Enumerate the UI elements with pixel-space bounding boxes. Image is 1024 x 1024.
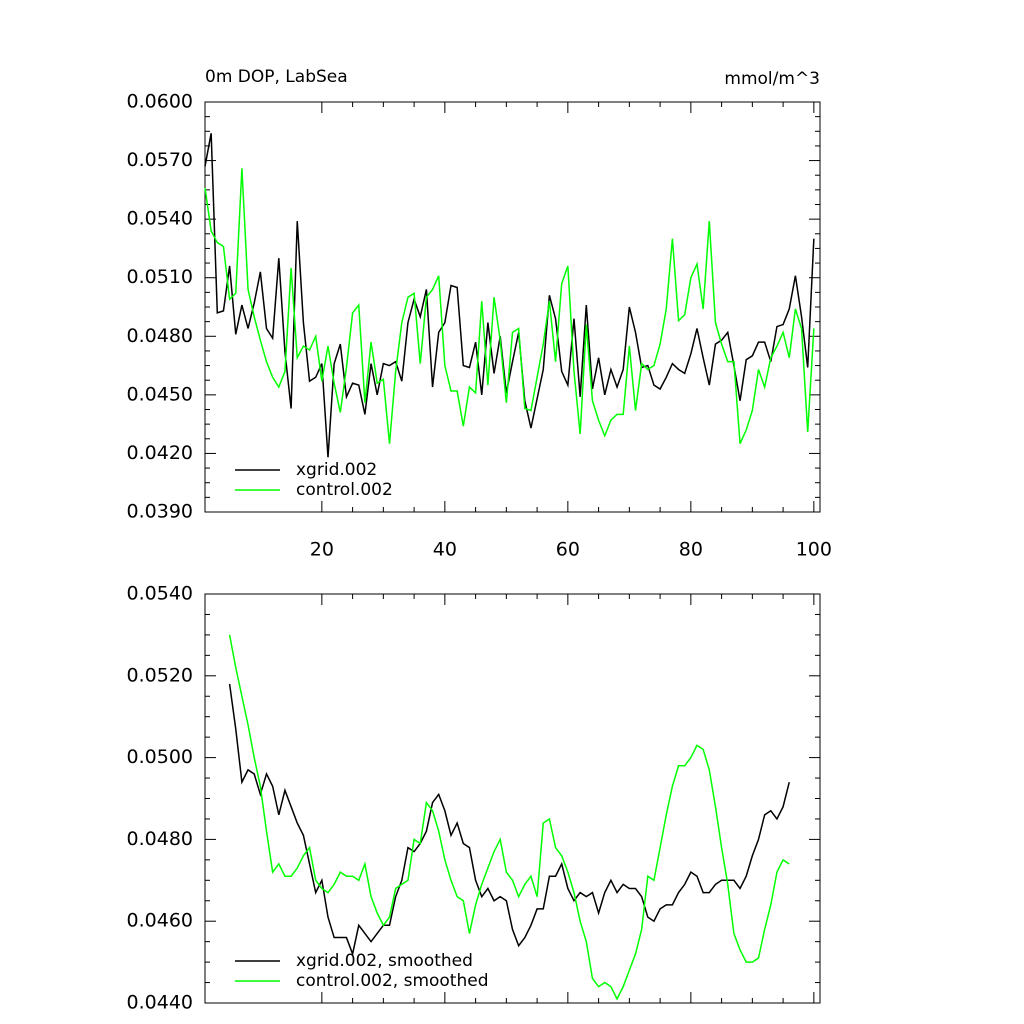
y-tick-label: 0.0510 [127, 266, 193, 288]
unit-label: mmol/m^3 [724, 69, 820, 89]
plot-frame [204, 593, 821, 1004]
chart-title: 0m DOP, LabSea [205, 67, 348, 87]
y-tick-label: 0.0390 [127, 501, 193, 523]
legend-label: control.002, smoothed [296, 971, 489, 991]
y-tick-label: 0.0440 [127, 992, 193, 1014]
y-tick-label: 0.0480 [127, 325, 193, 347]
y-tick-label: 0.0600 [127, 91, 193, 113]
legend-label: xgrid.002 [296, 460, 377, 480]
series-line [204, 168, 815, 444]
y-tick-label: 0.0570 [127, 149, 193, 171]
series-line [228, 683, 790, 957]
x-tick-label: 80 [679, 539, 703, 561]
y-tick-label: 0.0540 [127, 583, 193, 605]
series-line [204, 133, 815, 458]
y-tick-label: 0.0520 [127, 664, 193, 686]
y-tick-label: 0.0460 [127, 910, 193, 932]
x-tick-label: 20 [310, 539, 334, 561]
x-tick-label: 60 [556, 539, 580, 561]
y-tick-label: 0.0500 [127, 746, 193, 768]
series-line [228, 634, 790, 1001]
y-tick-label: 0.0480 [127, 828, 193, 850]
y-tick-label: 0.0450 [127, 383, 193, 405]
x-tick-label: 40 [433, 539, 457, 561]
plot-frame [204, 101, 821, 513]
legend-label: control.002 [296, 480, 393, 500]
x-tick-label: 100 [796, 539, 832, 561]
y-tick-label: 0.0420 [127, 442, 193, 464]
y-tick-label: 0.0540 [127, 208, 193, 230]
legend-label: xgrid.002, smoothed [296, 951, 473, 971]
